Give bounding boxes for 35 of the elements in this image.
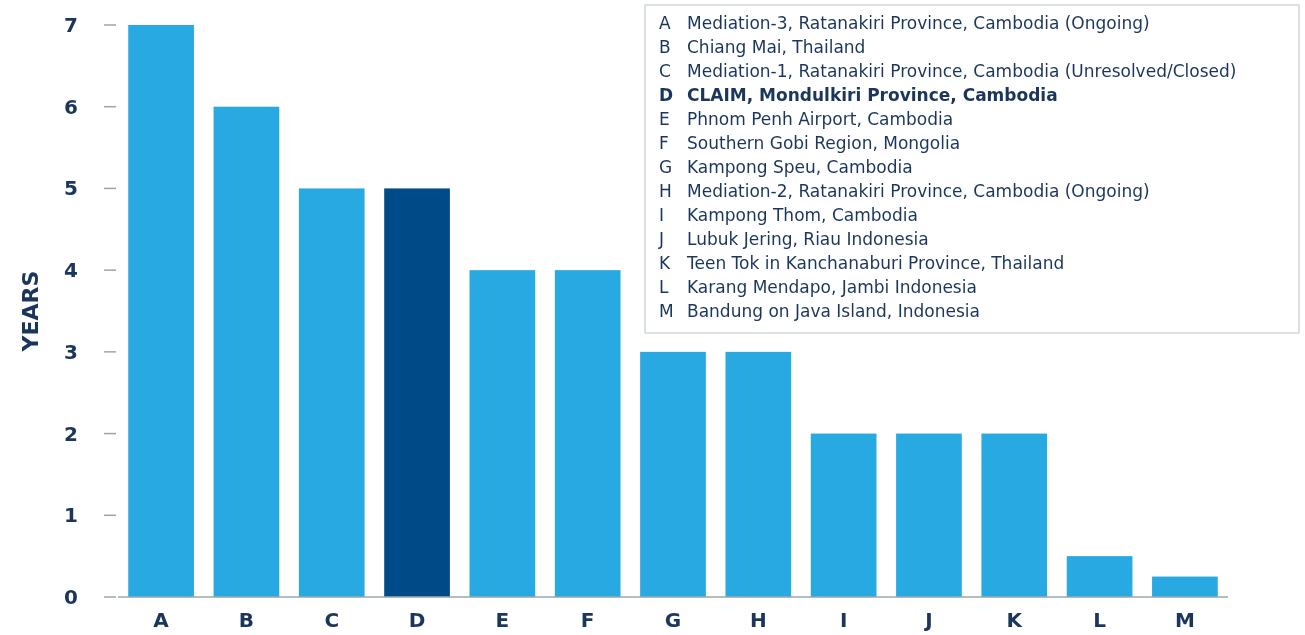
text: I Kampong Thom, Cambodia — [659, 205, 918, 225]
y-tick-label: 7 — [64, 13, 78, 37]
annotation: A Mediation-3, Ratanakiri Province, Cambodia (Ongoing) — [659, 13, 1150, 33]
y-tick-label: 3 — [64, 339, 78, 364]
y-tick-label: 1 — [64, 503, 78, 528]
annotation: D CLAIM, Mondulkiri Province, Cambodia — [659, 85, 1058, 105]
x-tick-label: J — [923, 608, 933, 632]
y-tick-label: 4 — [64, 258, 78, 283]
x-tick-label: H — [749, 608, 767, 632]
annotation: C Mediation-1, Ratanakiri Province, Cambodia (Unresolved/Closed) — [659, 61, 1237, 81]
x-tick-label: F — [580, 608, 595, 632]
y-tick-label: 6 — [64, 94, 78, 119]
x-tick-label: I — [839, 608, 848, 632]
x-tick-label: C — [324, 608, 340, 632]
y-tick-label: 0 — [64, 585, 78, 609]
annotation: M Bandung on Java Island, Indonesia — [659, 301, 980, 321]
x-tick-label: A — [153, 608, 170, 632]
x-tick-label: D — [408, 608, 426, 632]
annotation: G Kampong Speu, Cambodia — [659, 157, 913, 177]
y-tick-label: 2 — [64, 421, 78, 446]
annotation: F Southern Gobi Region, Mongolia — [659, 133, 961, 153]
x-tick-label: K — [1006, 608, 1024, 632]
x-tick-label: B — [238, 608, 255, 632]
y-axis-title: YEARS — [18, 270, 43, 353]
annotation: H Mediation-2, Ratanakiri Province, Cambodia (Ongoing) — [659, 181, 1150, 201]
annotation: K Teen Tok in Kanchanaburi Province, Thailand — [659, 253, 1065, 273]
x-tick-label: E — [495, 608, 510, 632]
x-tick-label: L — [1093, 608, 1107, 632]
annotation: E Phnom Penh Airport, Cambodia — [659, 109, 954, 129]
x-tick-label: M — [1174, 608, 1195, 632]
text: J Lubuk Jering, Riau Indonesia — [659, 229, 929, 249]
x-tick-label: G — [664, 608, 682, 632]
annotation: L Karang Mendapo, Jambi Indonesia — [659, 277, 977, 297]
annotation: B Chiang Mai, Thailand — [659, 37, 866, 57]
y-tick-label: 5 — [64, 176, 78, 201]
